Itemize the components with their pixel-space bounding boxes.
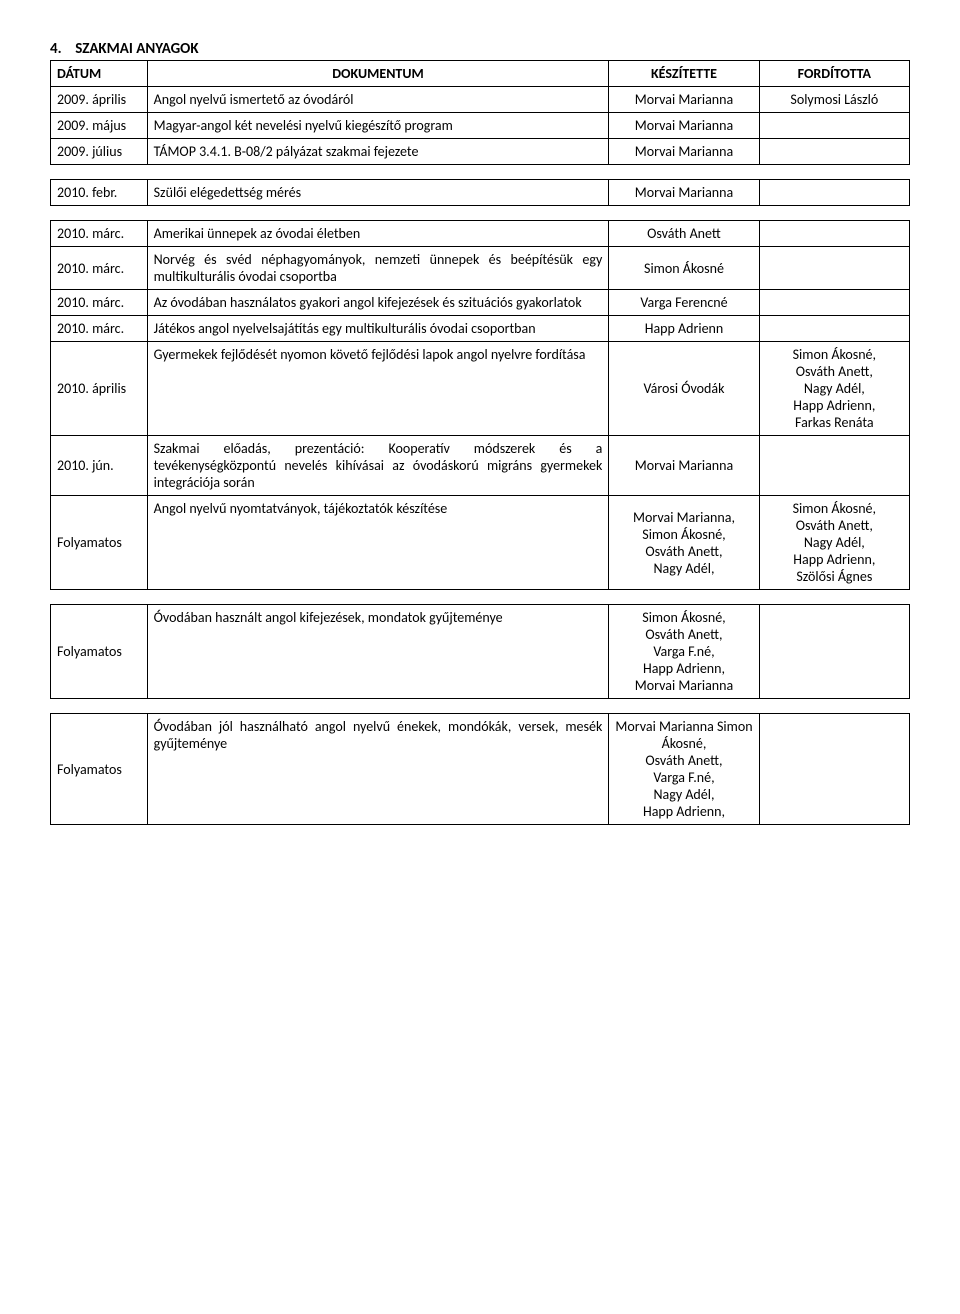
cell-author: Happ Adrienn [609, 316, 759, 342]
cell-doc: Szülői elégedettség mérés [147, 180, 609, 206]
cell-translator [759, 605, 909, 699]
cell-author: Simon Ákosné [609, 247, 759, 290]
header-date: DÁTUM [51, 61, 148, 87]
cell-date: 2010. márc. [51, 316, 148, 342]
cell-translator [759, 436, 909, 496]
cell-translator [759, 247, 909, 290]
cell-author: Varga Ferencné [609, 290, 759, 316]
table-row: 2010. márc.Játékos angol nyelvelsajátítá… [51, 316, 910, 342]
cell-date: 2010. márc. [51, 290, 148, 316]
cell-date: 2010. márc. [51, 247, 148, 290]
cell-date: 2010. április [51, 342, 148, 436]
table-body: 2009. áprilisAngol nyelvű ismertető az ó… [51, 87, 910, 825]
table-row: 2009. júliusTÁMOP 3.4.1. B-08/2 pályázat… [51, 139, 910, 165]
cell-author: Morvai Marianna [609, 87, 759, 113]
cell-translator: Simon Ákosné,Osváth Anett,Nagy Adél,Happ… [759, 342, 909, 436]
cell-doc: Óvodában használt angol kifejezések, mon… [147, 605, 609, 699]
cell-date: Folyamatos [51, 605, 148, 699]
gap-row [51, 206, 910, 221]
materials-table: DÁTUM DOKUMENTUM KÉSZÍTETTE FORDÍTOTTA 2… [50, 60, 910, 825]
cell-author: Városi Óvodák [609, 342, 759, 436]
header-translator: FORDÍTOTTA [759, 61, 909, 87]
section-number: 4. [50, 40, 62, 58]
table-row: 2010. febr.Szülői elégedettség mérésMorv… [51, 180, 910, 206]
table-row: 2010. jún.Szakmai előadás, prezentáció: … [51, 436, 910, 496]
cell-author: Morvai Marianna [609, 436, 759, 496]
cell-date: Folyamatos [51, 496, 148, 590]
cell-date: 2009. május [51, 113, 148, 139]
cell-date: Folyamatos [51, 714, 148, 825]
cell-date: 2010. márc. [51, 221, 148, 247]
cell-author: Morvai Marianna,Simon Ákosné,Osváth Anet… [609, 496, 759, 590]
table-header-row: DÁTUM DOKUMENTUM KÉSZÍTETTE FORDÍTOTTA [51, 61, 910, 87]
cell-translator [759, 714, 909, 825]
section-title: 4. SZAKMAI ANYAGOK [50, 40, 910, 58]
cell-translator: Simon Ákosné,Osváth Anett,Nagy Adél,Happ… [759, 496, 909, 590]
cell-author: Simon Ákosné,Osváth Anett,Varga F.né,Hap… [609, 605, 759, 699]
cell-doc: Angol nyelvű nyomtatványok, tájékoztatók… [147, 496, 609, 590]
cell-translator [759, 316, 909, 342]
cell-author: Morvai Marianna Simon Ákosné,Osváth Anet… [609, 714, 759, 825]
cell-translator [759, 180, 909, 206]
cell-translator [759, 290, 909, 316]
table-row: 2010. márc.Norvég és svéd néphagyományok… [51, 247, 910, 290]
cell-date: 2009. április [51, 87, 148, 113]
cell-translator [759, 113, 909, 139]
table-row: FolyamatosAngol nyelvű nyomtatványok, tá… [51, 496, 910, 590]
cell-doc: Játékos angol nyelvelsajátítás egy multi… [147, 316, 609, 342]
cell-doc: Norvég és svéd néphagyományok, nemzeti ü… [147, 247, 609, 290]
gap-row [51, 165, 910, 180]
cell-doc: Gyermekek fejlődését nyomon követő fejlő… [147, 342, 609, 436]
gap-row [51, 590, 910, 605]
section-heading: SZAKMAI ANYAGOK [75, 40, 198, 58]
cell-doc: Óvodában jól használható angol nyelvű én… [147, 714, 609, 825]
cell-doc: Angol nyelvű ismertető az óvodáról [147, 87, 609, 113]
gap-row [51, 699, 910, 714]
table-row: 2009. áprilisAngol nyelvű ismertető az ó… [51, 87, 910, 113]
cell-doc: Magyar-angol két nevelési nyelvű kiegész… [147, 113, 609, 139]
table-row: 2009. májusMagyar-angol két nevelési nye… [51, 113, 910, 139]
cell-date: 2009. július [51, 139, 148, 165]
table-row: FolyamatosÓvodában használt angol kifeje… [51, 605, 910, 699]
cell-date: 2010. febr. [51, 180, 148, 206]
header-author: KÉSZÍTETTE [609, 61, 759, 87]
cell-author: Morvai Marianna [609, 180, 759, 206]
table-row: FolyamatosÓvodában jól használható angol… [51, 714, 910, 825]
cell-author: Osváth Anett [609, 221, 759, 247]
cell-date: 2010. jún. [51, 436, 148, 496]
cell-translator [759, 139, 909, 165]
header-doc: DOKUMENTUM [147, 61, 609, 87]
cell-author: Morvai Marianna [609, 139, 759, 165]
cell-doc: Szakmai előadás, prezentáció: Kooperatív… [147, 436, 609, 496]
cell-author: Morvai Marianna [609, 113, 759, 139]
table-row: 2010. márc.Amerikai ünnepek az óvodai él… [51, 221, 910, 247]
table-row: 2010. áprilisGyermekek fejlődését nyomon… [51, 342, 910, 436]
table-row: 2010. márc.Az óvodában használatos gyako… [51, 290, 910, 316]
cell-translator: Solymosi László [759, 87, 909, 113]
cell-translator [759, 221, 909, 247]
cell-doc: TÁMOP 3.4.1. B-08/2 pályázat szakmai fej… [147, 139, 609, 165]
cell-doc: Az óvodában használatos gyakori angol ki… [147, 290, 609, 316]
cell-doc: Amerikai ünnepek az óvodai életben [147, 221, 609, 247]
